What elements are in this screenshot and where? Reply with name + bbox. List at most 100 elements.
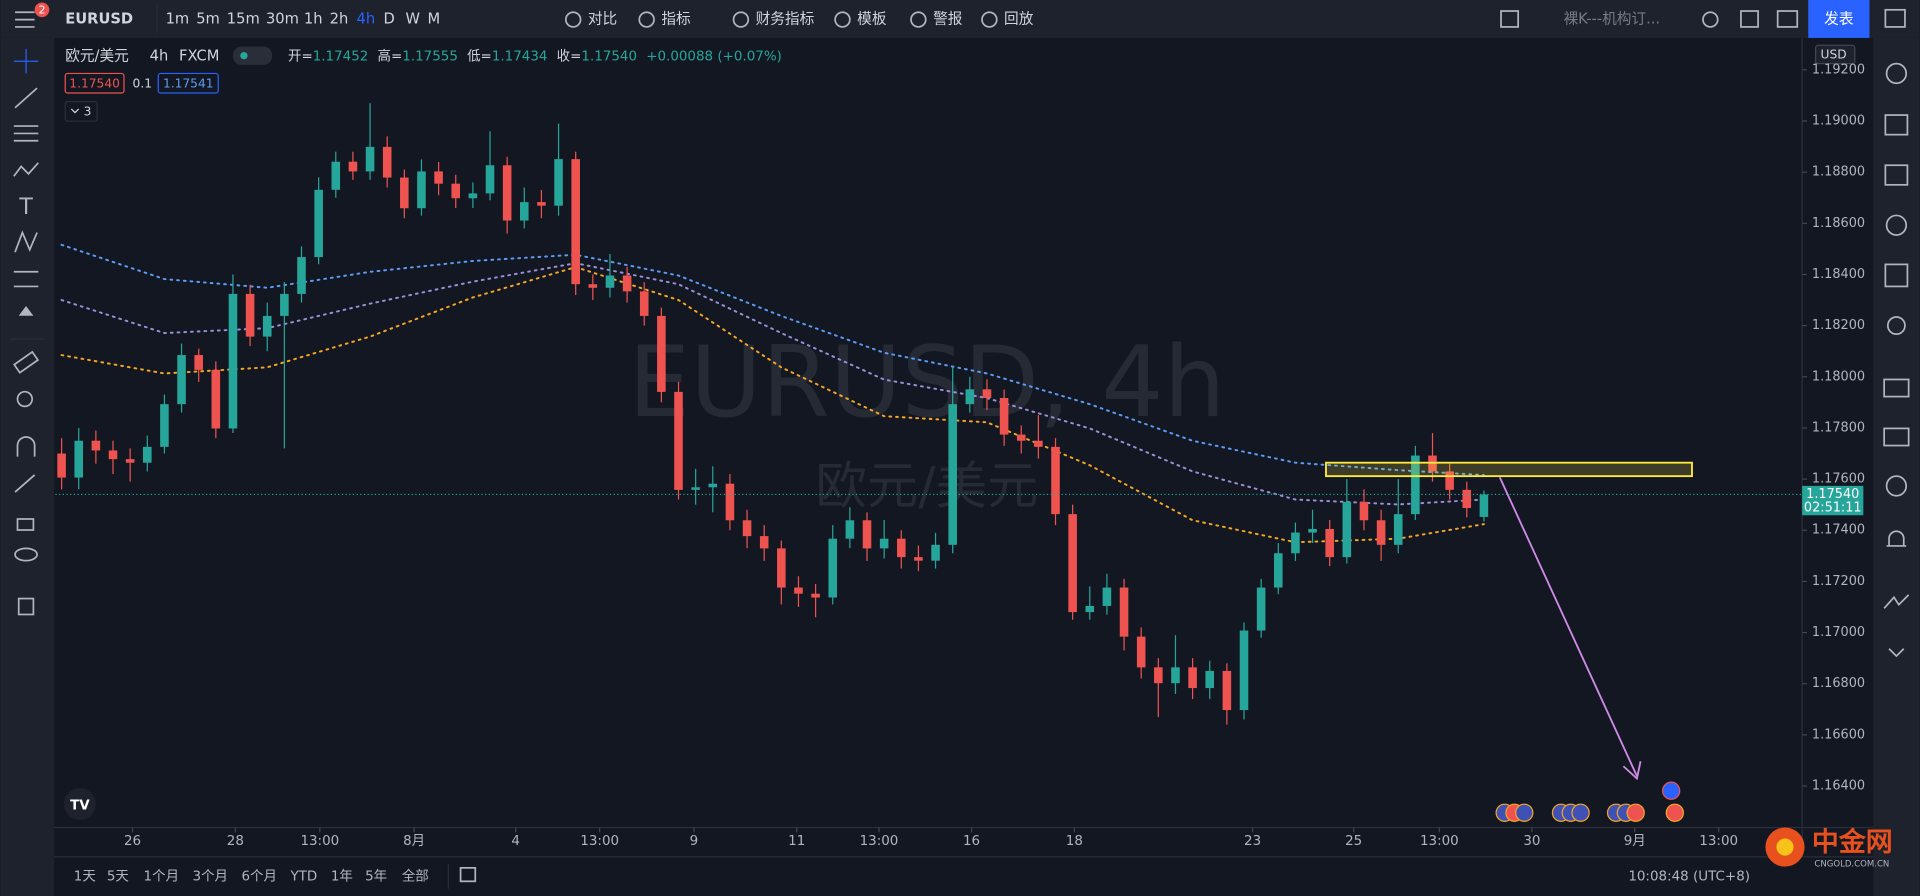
visibility-tool[interactable] xyxy=(14,547,38,562)
range-button[interactable]: YTD xyxy=(289,869,317,884)
delete-tool[interactable] xyxy=(17,597,35,616)
layout-icon[interactable] xyxy=(1500,10,1520,28)
range-button[interactable]: 3个月 xyxy=(193,868,228,884)
notifications-icon[interactable] xyxy=(1886,530,1907,547)
range-button[interactable]: 1个月 xyxy=(144,868,179,884)
interval-button[interactable]: 1m xyxy=(166,11,190,28)
event-marker[interactable] xyxy=(1626,803,1645,822)
interval-button[interactable]: 15m xyxy=(227,11,260,28)
text-tool[interactable]: T xyxy=(18,195,33,220)
interval-button[interactable]: 30m xyxy=(266,11,299,28)
candle-body xyxy=(91,440,101,451)
toolbar-button[interactable]: 模板 xyxy=(857,10,887,28)
watermark-subtitle: 欧元/美元 xyxy=(816,457,1039,517)
event-marker[interactable] xyxy=(1515,803,1534,822)
goto-date-icon[interactable] xyxy=(459,866,477,883)
fib-tool[interactable] xyxy=(13,125,39,142)
news-icon[interactable] xyxy=(1884,114,1909,136)
candle-body xyxy=(1154,667,1163,684)
watchlist-icon[interactable] xyxy=(1884,8,1906,28)
interval-button[interactable]: 1h xyxy=(304,11,323,28)
toolbar-button[interactable]: 回放 xyxy=(1004,11,1034,28)
lock-tool[interactable] xyxy=(16,518,35,531)
event-marker[interactable] xyxy=(1665,803,1685,822)
toolbar-button[interactable]: 对比 xyxy=(588,11,617,28)
menu-button[interactable] xyxy=(15,11,35,28)
crosshair-tool[interactable] xyxy=(13,48,39,74)
buy-price: 1.17541 xyxy=(163,76,214,90)
tv-logo[interactable] xyxy=(64,788,96,821)
interval-button[interactable]: 5m xyxy=(196,11,220,28)
buy-box[interactable] xyxy=(157,72,219,94)
y-tick-label: 1.17600 xyxy=(1812,472,1865,487)
range-button[interactable]: 6个月 xyxy=(241,868,276,884)
ideas-icon[interactable] xyxy=(1886,316,1906,336)
arrow-drawing[interactable] xyxy=(1498,476,1642,781)
measure-tool[interactable] xyxy=(13,270,39,288)
x-tick-label: 23 xyxy=(1244,834,1261,849)
alerts-icon[interactable] xyxy=(1885,62,1908,85)
tool-buttons: 对比 指标 财务指标 模板 警报 回放 xyxy=(565,10,1034,28)
interval-button[interactable]: 4h xyxy=(357,11,376,28)
candle-body xyxy=(537,202,546,206)
publish-button[interactable] xyxy=(1808,0,1870,38)
ideas-stream-icon[interactable] xyxy=(1883,594,1910,609)
y-tick-label: 1.17400 xyxy=(1812,523,1865,538)
chat-icon[interactable] xyxy=(1883,378,1910,398)
candle-body xyxy=(639,291,649,316)
right-sidebar-bg xyxy=(1873,37,1920,896)
data-window-icon[interactable] xyxy=(1884,164,1909,186)
expand-icon[interactable] xyxy=(1888,648,1905,658)
candle-body xyxy=(896,538,906,558)
pattern-tool[interactable] xyxy=(13,162,39,177)
open-label: 开= xyxy=(288,49,313,64)
toolbar-button[interactable]: 财务指标 xyxy=(756,11,815,28)
rectangle-drawing[interactable] xyxy=(1325,461,1693,478)
event-marker[interactable] xyxy=(1661,781,1681,800)
symbol[interactable]: EURUSD xyxy=(65,11,133,28)
range-button[interactable]: 5天 xyxy=(107,869,129,884)
interval-button[interactable]: D xyxy=(383,11,394,28)
magnet-tool[interactable] xyxy=(16,436,36,457)
interval-button[interactable]: 2h xyxy=(330,11,349,28)
currency-box[interactable] xyxy=(1814,44,1856,65)
toolbar-button[interactable]: 指标 xyxy=(661,11,691,28)
trend-line-tool[interactable] xyxy=(14,87,38,109)
calendar-icon[interactable] xyxy=(1884,263,1909,288)
interval-button[interactable]: W xyxy=(406,11,421,28)
streams-icon[interactable] xyxy=(1883,427,1910,447)
x-tick-label: 11 xyxy=(788,834,805,849)
left-toolbar: T xyxy=(0,37,55,896)
toolbar-button[interactable]: 警报 xyxy=(933,11,963,28)
y-tick-label: 1.17200 xyxy=(1812,574,1865,589)
screenshot-icon[interactable] xyxy=(1776,10,1799,28)
y-tick-label: 1.18800 xyxy=(1812,165,1865,180)
range-button[interactable]: 全部 xyxy=(402,867,429,884)
indicators-count: 3 xyxy=(84,104,92,118)
x-tick-label: 18 xyxy=(1066,834,1083,849)
x-tick-label: 13:00 xyxy=(860,834,899,849)
settings-icon[interactable] xyxy=(1702,11,1719,28)
arrow-tool[interactable] xyxy=(18,306,34,316)
range-button[interactable]: 1年 xyxy=(331,868,353,884)
indicators-toggle[interactable] xyxy=(64,100,98,122)
sell-box[interactable] xyxy=(64,72,125,94)
support-icon[interactable] xyxy=(1885,475,1908,497)
x-tick-label: 9月 xyxy=(1624,834,1646,849)
interval-button[interactable]: M xyxy=(428,11,441,28)
hotlist-icon[interactable] xyxy=(1885,214,1908,236)
range-button[interactable]: 1天 xyxy=(74,869,96,884)
range-button[interactable]: 5年 xyxy=(365,868,387,884)
zoom-tool[interactable] xyxy=(16,390,34,408)
bottom-bar-bg xyxy=(54,858,1874,896)
candle-body xyxy=(1325,528,1334,558)
status-pill[interactable] xyxy=(232,46,273,65)
ruler-tool[interactable] xyxy=(13,350,40,374)
clock[interactable]: 10:08:48 (UTC+8) xyxy=(1628,869,1750,884)
projection-tool[interactable] xyxy=(14,230,38,253)
event-marker[interactable] xyxy=(1571,803,1590,822)
draw-mode-tool[interactable] xyxy=(14,474,36,493)
layout-name[interactable]: 裸K---机构订... xyxy=(1563,11,1660,28)
candle-body xyxy=(331,161,341,190)
fullscreen-icon[interactable] xyxy=(1740,10,1759,28)
